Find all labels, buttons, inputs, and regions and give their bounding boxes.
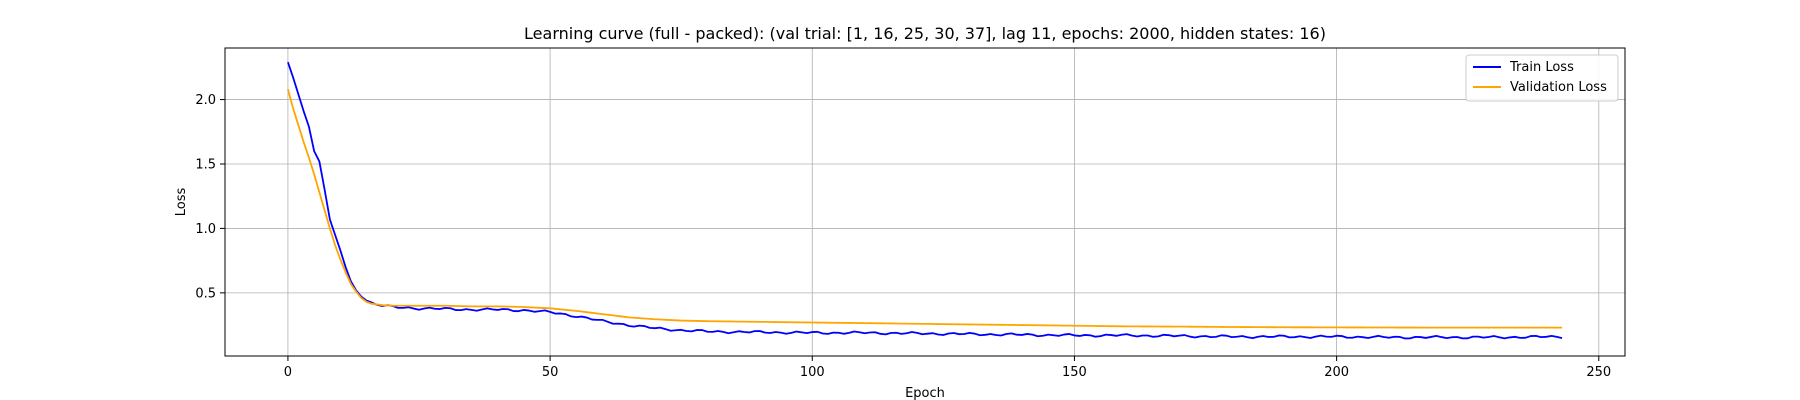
y-tick-label-2: 1.5 [195, 157, 216, 172]
x-axis-ticks: 0 50 100 150 200 250 [284, 356, 1611, 380]
x-tick-label-0: 0 [284, 365, 292, 380]
series-lines [287, 61, 1563, 340]
y-axis-label: Loss [174, 188, 189, 217]
y-tick-label-0: 0.5 [195, 286, 216, 301]
series-line-validation-loss [287, 89, 1563, 329]
x-axis-label: Epoch [905, 386, 945, 400]
y-axis-ticks: 0.5 1.0 1.5 2.0 [195, 93, 225, 301]
x-tick-label-4: 200 [1324, 365, 1349, 380]
x-tick-label-5: 250 [1586, 365, 1611, 380]
x-tick-label-3: 150 [1062, 365, 1087, 380]
grid-lines [225, 48, 1625, 356]
x-tick-label-1: 50 [542, 365, 559, 380]
legend-label-train-loss: Train Loss [1509, 60, 1574, 75]
chart-title: Learning curve (full - packed): (val tri… [524, 24, 1326, 43]
y-tick-label-3: 2.0 [195, 93, 216, 108]
legend: Train Loss Validation Loss [1465, 54, 1619, 102]
legend-label-validation-loss: Validation Loss [1510, 80, 1607, 95]
x-tick-label-2: 100 [800, 365, 825, 380]
legend-box [1465, 54, 1619, 102]
series-line-train-loss [287, 61, 1563, 340]
plot-frame [224, 47, 1626, 357]
y-tick-label-1: 1.0 [195, 222, 216, 237]
